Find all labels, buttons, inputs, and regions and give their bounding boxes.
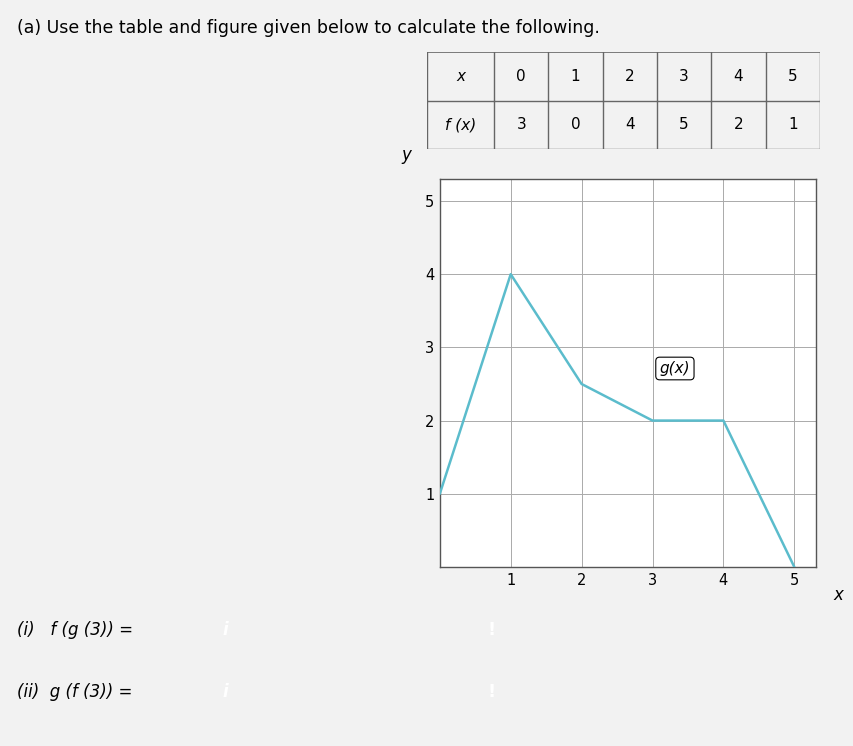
Y-axis label: y: y bbox=[401, 145, 410, 163]
Text: 4: 4 bbox=[733, 69, 742, 84]
Text: i: i bbox=[223, 683, 228, 701]
Text: 1: 1 bbox=[570, 69, 580, 84]
Text: 0: 0 bbox=[516, 69, 525, 84]
Text: 1: 1 bbox=[787, 117, 797, 133]
Text: !: ! bbox=[487, 621, 496, 639]
Text: f (x): f (x) bbox=[444, 117, 476, 133]
Text: x: x bbox=[456, 69, 465, 84]
Text: !: ! bbox=[487, 683, 496, 701]
Text: g(x): g(x) bbox=[659, 361, 689, 376]
Text: (a) Use the table and figure given below to calculate the following.: (a) Use the table and figure given below… bbox=[17, 19, 600, 37]
Text: 2: 2 bbox=[733, 117, 742, 133]
Text: (ii)  g (f (3)) =: (ii) g (f (3)) = bbox=[17, 683, 132, 701]
X-axis label: x: x bbox=[833, 586, 842, 604]
Text: 0: 0 bbox=[570, 117, 580, 133]
Text: 2: 2 bbox=[624, 69, 634, 84]
Text: 4: 4 bbox=[624, 117, 634, 133]
Text: 5: 5 bbox=[787, 69, 797, 84]
Text: (i)   f (g (3)) =: (i) f (g (3)) = bbox=[17, 621, 133, 639]
Text: 5: 5 bbox=[678, 117, 688, 133]
Text: 3: 3 bbox=[678, 69, 688, 84]
Text: 3: 3 bbox=[516, 117, 525, 133]
Text: i: i bbox=[223, 621, 228, 639]
